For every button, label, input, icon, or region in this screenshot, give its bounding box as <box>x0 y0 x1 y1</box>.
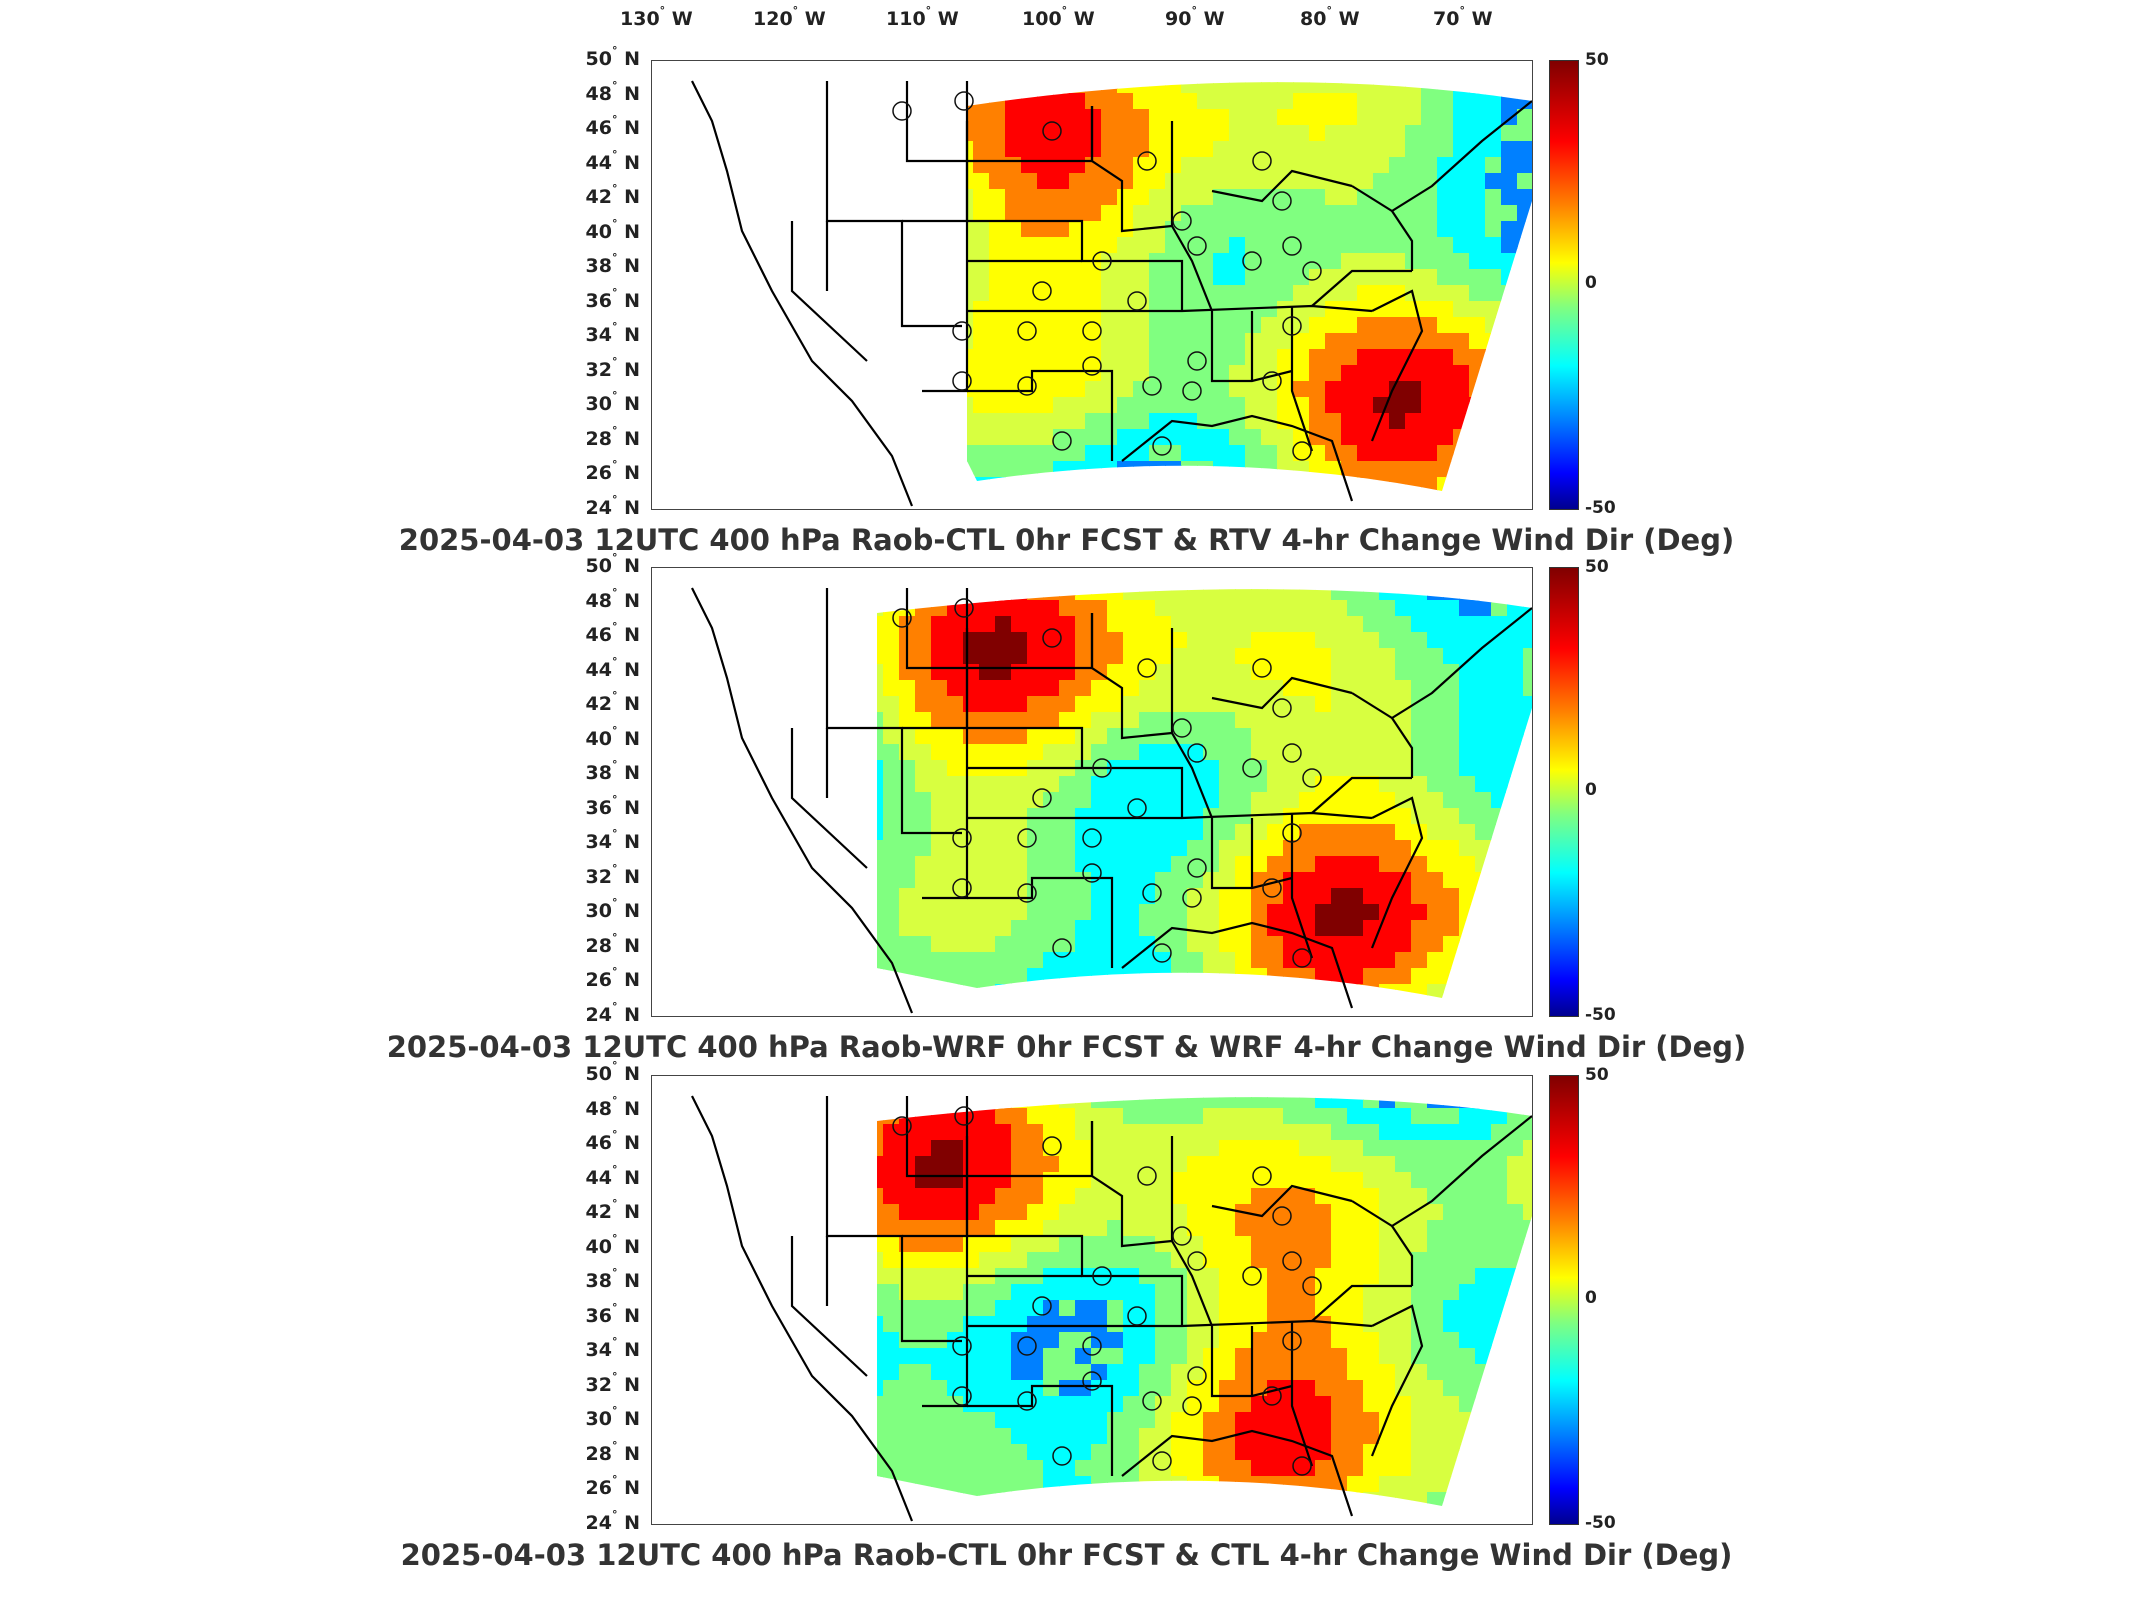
lat-label: 36° N <box>580 797 640 819</box>
lat-label: 42° N <box>580 1201 640 1223</box>
lat-label: 34° N <box>580 831 640 853</box>
lat-label: 40° N <box>580 1236 640 1258</box>
panel-title: 2025-04-03 12UTC 400 hPa Raob-WRF 0hr FC… <box>0 1030 2133 1064</box>
lat-label: 40° N <box>580 221 640 243</box>
lat-label: 50° N <box>580 1063 640 1085</box>
lon-label: 120° W <box>753 8 826 30</box>
colorbar-max-label: 50 <box>1585 1065 1609 1085</box>
lat-label: 28° N <box>580 1443 640 1465</box>
lat-label: 44° N <box>580 152 640 174</box>
boundary-line <box>692 81 912 506</box>
boundary-line <box>907 81 967 161</box>
map-area <box>651 1075 1533 1525</box>
lon-label: 100° W <box>1022 8 1095 30</box>
lat-label: 46° N <box>580 117 640 139</box>
boundary-line <box>827 81 962 326</box>
colorbar-min-label: -50 <box>1585 1005 1616 1025</box>
lat-label: 32° N <box>580 359 640 381</box>
lat-label: 28° N <box>580 935 640 957</box>
map-svg <box>652 1076 1532 1524</box>
lat-label: 26° N <box>580 1477 640 1499</box>
lat-label: 42° N <box>580 186 640 208</box>
raob-station-marker <box>955 92 973 110</box>
boundary-line <box>792 221 867 361</box>
map-area <box>651 567 1533 1017</box>
lat-label: 24° N <box>580 1004 640 1026</box>
lat-label: 44° N <box>580 1167 640 1189</box>
lat-label: 32° N <box>580 866 640 888</box>
lat-label: 50° N <box>580 555 640 577</box>
lat-label: 28° N <box>580 428 640 450</box>
lat-label: 34° N <box>580 324 640 346</box>
lat-label: 30° N <box>580 1408 640 1430</box>
lat-label: 38° N <box>580 762 640 784</box>
panel-title: 2025-04-03 12UTC 400 hPa Raob-CTL 0hr FC… <box>0 523 2133 557</box>
lat-label: 36° N <box>580 290 640 312</box>
panel-title: 2025-04-03 12UTC 400 hPa Raob-CTL 0hr FC… <box>0 1538 2133 1572</box>
map-area <box>651 60 1533 510</box>
colorbar <box>1549 567 1579 1017</box>
lat-label: 40° N <box>580 728 640 750</box>
colorbar <box>1549 1075 1579 1525</box>
lat-label: 42° N <box>580 693 640 715</box>
lat-label: 50° N <box>580 48 640 70</box>
map-svg <box>652 61 1532 509</box>
colorbar-mid-label: 0 <box>1585 1288 1597 1308</box>
colorbar-mid-label: 0 <box>1585 780 1597 800</box>
lon-label: 80° W <box>1300 8 1360 30</box>
lat-label: 46° N <box>580 624 640 646</box>
lat-label: 38° N <box>580 255 640 277</box>
lat-label: 48° N <box>580 1098 640 1120</box>
lon-label: 90° W <box>1165 8 1225 30</box>
raob-station-marker <box>893 102 911 120</box>
colorbar-min-label: -50 <box>1585 1513 1616 1533</box>
lat-label: 24° N <box>580 1512 640 1534</box>
colorbar-max-label: 50 <box>1585 557 1609 577</box>
lat-label: 30° N <box>580 393 640 415</box>
lon-label: 70° W <box>1433 8 1493 30</box>
lat-label: 46° N <box>580 1132 640 1154</box>
lat-label: 48° N <box>580 590 640 612</box>
lon-label: 110° W <box>886 8 959 30</box>
lat-label: 36° N <box>580 1305 640 1327</box>
lat-label: 30° N <box>580 900 640 922</box>
lat-label: 24° N <box>580 497 640 519</box>
boundary-line <box>792 1236 867 1376</box>
boundary-line <box>922 81 967 391</box>
lat-label: 26° N <box>580 462 640 484</box>
lat-label: 44° N <box>580 659 640 681</box>
boundary-line <box>792 728 867 868</box>
colorbar-mid-label: 0 <box>1585 273 1597 293</box>
boundary-line <box>902 121 967 221</box>
map-svg <box>652 568 1532 1016</box>
lat-label: 48° N <box>580 83 640 105</box>
lat-label: 32° N <box>580 1374 640 1396</box>
lon-label: 130° W <box>620 8 693 30</box>
lat-label: 34° N <box>580 1339 640 1361</box>
colorbar-max-label: 50 <box>1585 50 1609 70</box>
lat-label: 38° N <box>580 1270 640 1292</box>
colorbar <box>1549 60 1579 510</box>
colorbar-min-label: -50 <box>1585 498 1616 518</box>
lat-label: 26° N <box>580 969 640 991</box>
